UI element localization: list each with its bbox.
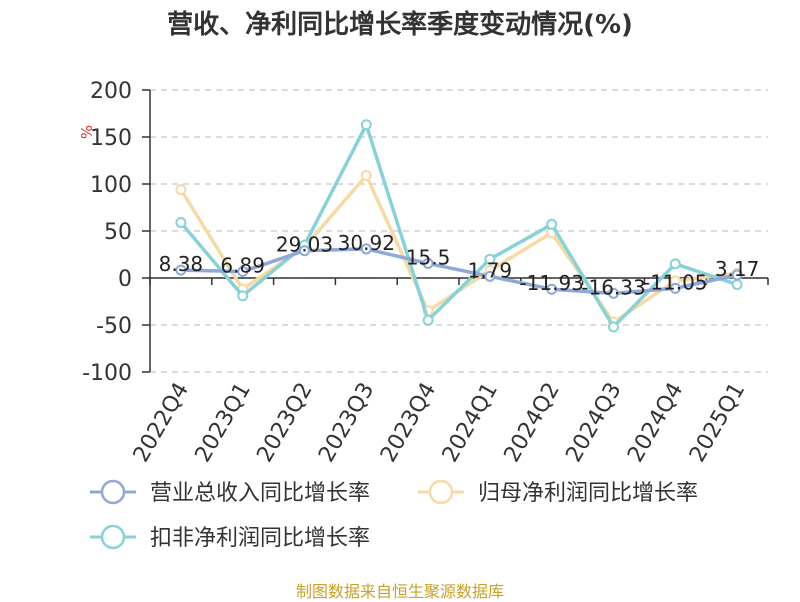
data-label: 15.5 <box>406 245 451 269</box>
data-point <box>299 245 310 257</box>
data-point <box>175 184 187 196</box>
data-label: 8.38 <box>159 252 204 276</box>
series-line-1 <box>180 247 738 296</box>
data-label: 30.92 <box>338 231 395 255</box>
x-tick-label: 2023Q3 <box>314 379 379 467</box>
legend-marker <box>428 479 454 505</box>
y-tick-label: -50 <box>96 314 132 339</box>
data-point <box>608 287 619 299</box>
data-label: 1.79 <box>468 258 513 282</box>
y-axis-label: % <box>78 125 96 139</box>
data-label: -16.33 <box>581 275 645 299</box>
data-point <box>175 217 187 229</box>
x-tick-label: 2024Q1 <box>438 379 503 467</box>
data-point <box>484 253 496 265</box>
y-tick-label: 150 <box>90 126 132 151</box>
data-point <box>608 321 619 333</box>
x-tick-label: 2023Q1 <box>191 379 256 467</box>
series-line-3 <box>179 123 738 329</box>
data-point <box>360 170 372 182</box>
y-tick-label: 50 <box>104 220 132 245</box>
data-point <box>422 257 434 269</box>
y-tick-label: 0 <box>118 267 132 292</box>
data-label: -11.05 <box>643 270 707 294</box>
data-point <box>360 119 372 131</box>
legend-marker <box>100 524 126 550</box>
x-tick-label: 2024Q3 <box>561 379 626 467</box>
data-point <box>360 243 372 255</box>
x-tick-label: 2023Q4 <box>376 379 441 467</box>
data-point <box>731 279 743 291</box>
legend-marker <box>100 479 126 505</box>
x-tick-label: 2024Q2 <box>500 379 565 467</box>
data-point <box>546 283 558 295</box>
series-line-2 <box>179 173 738 324</box>
data-label: -11.93 <box>519 271 583 295</box>
data-point <box>175 264 187 276</box>
data-point <box>484 270 496 282</box>
data-point <box>546 218 558 230</box>
x-tick-label: 2024Q4 <box>623 379 688 467</box>
data-point <box>669 282 681 294</box>
data-label: 29.03 <box>276 233 333 257</box>
source-text: 制图数据来自恒生聚源数据库 <box>295 582 504 601</box>
legend-label: 营业总收入同比增长率 <box>150 481 370 506</box>
y-tick-label: -100 <box>82 361 132 386</box>
y-tick-label: 100 <box>90 173 132 198</box>
data-label: 6.89 <box>220 254 265 278</box>
y-tick-label: 200 <box>90 79 132 104</box>
data-point <box>237 266 249 278</box>
legend-label: 扣非净利润同比增长率 <box>150 526 370 551</box>
data-label: 3.17 <box>715 257 760 281</box>
data-point <box>237 290 249 302</box>
chart-title: 营收、净利同比增长率季度变动情况(%) <box>167 10 633 40</box>
x-tick-label: 2022Q4 <box>129 379 194 467</box>
data-point <box>422 314 434 326</box>
x-tick-label: 2023Q2 <box>252 379 317 467</box>
data-point <box>731 269 743 281</box>
x-tick-label: 2025Q1 <box>685 379 750 467</box>
data-point <box>669 258 681 270</box>
legend-label: 归母净利润同比增长率 <box>478 481 698 506</box>
